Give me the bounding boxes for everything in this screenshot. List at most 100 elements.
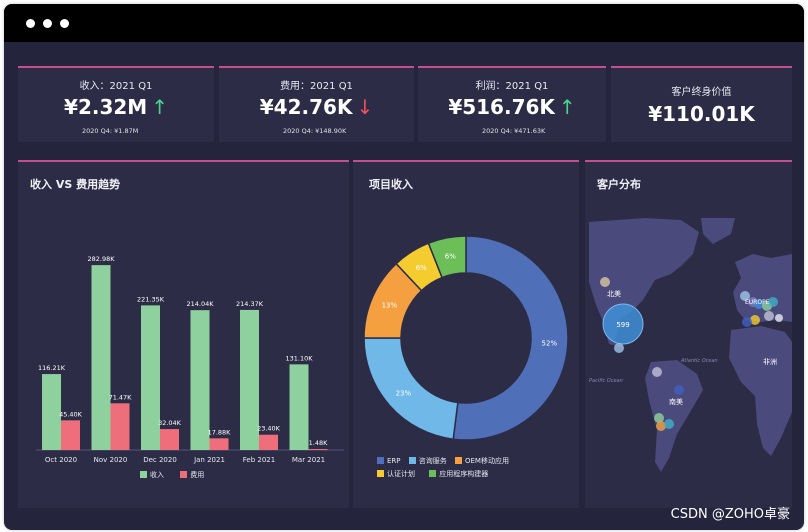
map-bubble[interactable] (768, 297, 778, 307)
bar-chart: 116.21K 45.40K Oct 2020 282.98K 71.47K Nov 20… (36, 255, 344, 464)
bar-revenue[interactable] (289, 364, 309, 450)
map-label-europe: EUROPE (745, 299, 770, 306)
donut-slice[interactable] (427, 235, 467, 279)
panel-title: 收入 VS 费用趋势 (30, 178, 121, 191)
map-bubble[interactable] (754, 299, 764, 309)
panel-title: 项目收入 (369, 178, 413, 191)
legend-oem-swatch[interactable] (454, 457, 462, 464)
map-bubble[interactable] (750, 315, 760, 325)
kpi-value: ¥2.32M ↑ (64, 95, 168, 119)
map-label-south-america: 南美 (669, 397, 683, 406)
bar-data-label: 17.88K (208, 428, 232, 436)
bar-data-label: 214.04K (186, 300, 214, 308)
bar-data-label: 71.47K (109, 393, 133, 401)
arrow-up-icon: ↑ (558, 95, 576, 119)
window-dot-1[interactable] (26, 19, 35, 28)
bar-data-label: 23.40K (257, 425, 281, 433)
legend-revenue-label: 收入 (150, 471, 164, 479)
legend-revenue-swatch[interactable] (140, 471, 147, 478)
bar-revenue[interactable] (42, 374, 61, 450)
kpi-previous: 2020 Q4: ¥148.90K (283, 127, 347, 135)
map-bubble[interactable] (740, 291, 750, 301)
kpi-title: 客户终身价值 (671, 87, 732, 98)
bar-data-label: 45.40K (59, 410, 83, 418)
map-bubble[interactable] (656, 421, 666, 431)
dashboard-window: 收入：2021 Q1 ¥2.32M ↑ 2020 Q4: ¥1.87M 费用：20… (4, 4, 804, 530)
legend-app-builder-swatch[interactable] (429, 470, 437, 477)
kpi-title: 利润：2021 Q1 (475, 81, 549, 92)
window-dot-3[interactable] (60, 19, 69, 28)
kpi-title: 收入：2021 Q1 (79, 81, 153, 92)
watermark: CSDN @ZOHO卓豪 (670, 507, 790, 522)
legend-erp-swatch[interactable] (377, 457, 384, 464)
map-bubble[interactable] (614, 343, 624, 353)
legend-expense-swatch[interactable] (180, 471, 188, 478)
donut-slice-label: 6% (416, 264, 427, 272)
x-tick-label: Oct 2020 (45, 456, 77, 464)
x-tick-label: Dec 2020 (143, 456, 177, 464)
bar-data-label: 214.37K (236, 300, 264, 308)
title-bar (4, 4, 804, 42)
bar-data-label: 1.48K (309, 439, 328, 447)
window-dot-2[interactable] (43, 19, 52, 28)
map-bubble[interactable] (652, 367, 662, 377)
map-label-north-america: 北美 (607, 289, 621, 298)
donut-chart-panel: 项目收入 52% 23% 13% 6% 6% ERP 咨询服务 OEM移动应用 认证计划… (353, 160, 579, 508)
arrow-down-icon: ↓ (356, 95, 374, 119)
bar-revenue[interactable] (240, 309, 259, 450)
bar-revenue[interactable] (141, 305, 160, 450)
donut-chart: 52% 23% 13% 6% 6% (363, 235, 569, 441)
bar-revenue[interactable] (190, 310, 210, 450)
x-tick-label: Nov 2020 (94, 456, 128, 464)
donut-slice[interactable] (363, 337, 459, 441)
map-bubble[interactable] (674, 385, 684, 395)
bar-data-label: 116.21K (38, 364, 66, 372)
kpi-card-profit[interactable]: 利润：2021 Q1 ¥516.76K ↑ 2020 Q4: ¥471.63K (418, 66, 606, 142)
legend-consulting-label: 咨询服务 (418, 457, 447, 465)
world-map[interactable]: 599 北美 南美 EUROPE 非洲 Atlantic Ocean Pacif… (585, 162, 792, 508)
kpi-value: ¥516.76K ↑ (448, 95, 576, 119)
kpi-previous: 2020 Q4: ¥471.63K (482, 127, 546, 135)
kpi-previous: 2020 Q4: ¥1.87M (82, 127, 139, 135)
kpi-card-revenue[interactable]: 收入：2021 Q1 ¥2.32M ↑ 2020 Q4: ¥1.87M (18, 66, 214, 142)
bar-expense[interactable] (259, 434, 278, 450)
bar-data-label: 131.10K (285, 354, 313, 362)
map-label-africa: 非洲 (763, 357, 777, 366)
x-tick-label: Jan 2021 (193, 456, 225, 464)
map-bubble[interactable] (664, 419, 674, 429)
map-bubble[interactable] (775, 314, 783, 322)
bar-chart-panel: 收入 VS 费用趋势 116.21K 45.40K Oct 2020 282.98K 7… (18, 160, 349, 508)
bar-expense[interactable] (308, 449, 328, 450)
bar-expense[interactable] (61, 420, 80, 450)
legend-erp-label: ERP (387, 457, 401, 465)
map-bubble[interactable] (742, 317, 752, 327)
bar-expense[interactable] (110, 403, 130, 450)
legend-consulting-swatch[interactable] (408, 457, 416, 464)
donut-slice[interactable] (452, 235, 569, 441)
greenland-shape (701, 218, 735, 244)
bar-revenue[interactable] (91, 265, 111, 450)
map-bubble[interactable] (654, 413, 664, 423)
bar-data-label: 32.04K (158, 419, 182, 427)
legend-app-builder-label: 应用程序构建器 (439, 470, 489, 478)
map-bubble[interactable] (764, 311, 774, 321)
kpi-title: 费用：2021 Q1 (280, 81, 353, 92)
south-america-shape (645, 360, 703, 472)
donut-slice-label: 52% (542, 340, 558, 348)
legend-cert-swatch[interactable] (377, 470, 384, 477)
bar-expense[interactable] (160, 429, 179, 450)
map-bubble-large[interactable] (602, 303, 644, 345)
kpi-card-ltv[interactable]: 客户终身价值 ¥110.01K (611, 66, 792, 142)
kpi-card-expense[interactable]: 费用：2021 Q1 ¥42.76K ↓ 2020 Q4: ¥148.90K (219, 66, 414, 142)
map-bubble[interactable] (600, 277, 610, 287)
bar-data-label: 221.35K (137, 295, 165, 303)
donut-legend-row-2: 认证计划 应用程序构建器 (377, 469, 488, 479)
bar-data-label: 282.98K (87, 255, 115, 263)
kpi-value: ¥110.01K (648, 102, 755, 126)
legend-cert-label: 认证计划 (387, 470, 415, 478)
legend-expense-label: 费用 (190, 471, 205, 479)
kpi-value: ¥42.76K ↓ (259, 95, 374, 119)
donut-slice-label: 23% (396, 390, 412, 398)
bar-expense[interactable] (209, 438, 229, 450)
africa-shape (729, 326, 792, 456)
